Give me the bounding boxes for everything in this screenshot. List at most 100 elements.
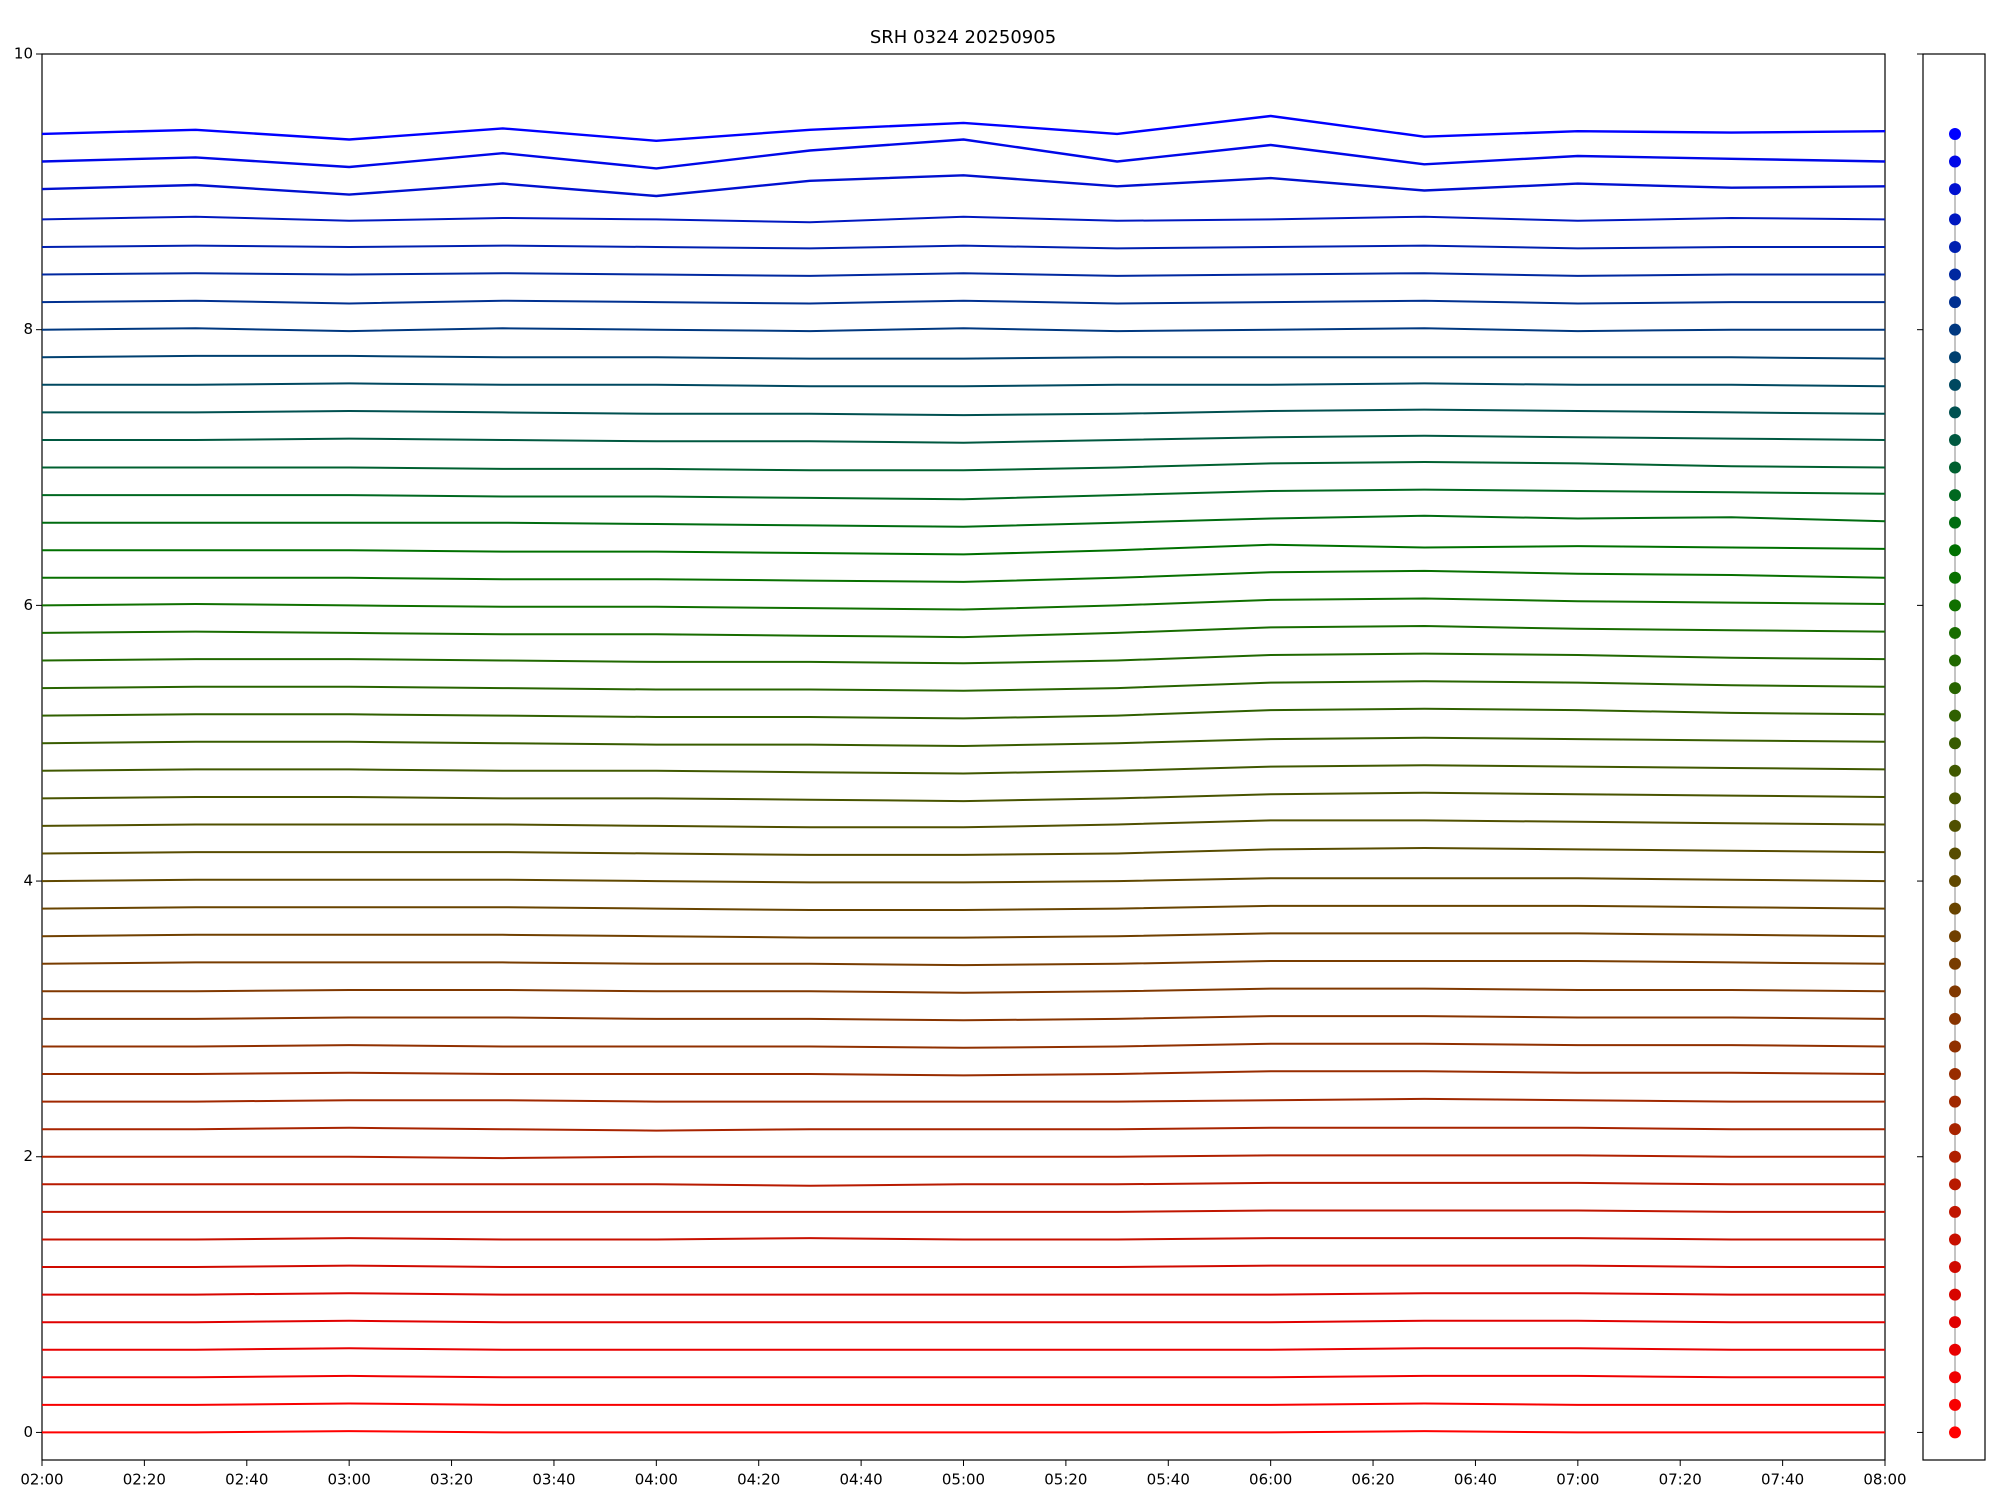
x-tick-label: 06:20 bbox=[1351, 1471, 1394, 1489]
channel-dot bbox=[1949, 599, 1961, 612]
channel-dot bbox=[1949, 1316, 1961, 1329]
trace bbox=[41, 215, 1886, 224]
channel-dot bbox=[1949, 1233, 1961, 1246]
channel-dot bbox=[1949, 709, 1961, 722]
trace bbox=[41, 354, 1886, 360]
trace bbox=[42, 1402, 1885, 1406]
trace bbox=[42, 461, 1886, 472]
channel-dot bbox=[1949, 378, 1961, 391]
channel-dot bbox=[1949, 571, 1961, 584]
channel-dot bbox=[1949, 155, 1961, 168]
trace bbox=[42, 408, 1886, 417]
trace bbox=[41, 625, 1886, 639]
chart-title: SRH 0324 20250905 bbox=[870, 27, 1056, 48]
channel-dot bbox=[1949, 847, 1961, 860]
trace bbox=[42, 569, 1886, 583]
channel-dot bbox=[1949, 819, 1961, 832]
trace bbox=[42, 1209, 1885, 1213]
trace bbox=[41, 707, 1886, 720]
channel-dot bbox=[1949, 737, 1961, 750]
channel-dot bbox=[1949, 127, 1961, 140]
x-tick-label: 03:00 bbox=[328, 1471, 371, 1489]
channel-dot bbox=[1949, 351, 1961, 364]
channel-dot bbox=[1949, 957, 1961, 970]
channel-dot bbox=[1949, 764, 1961, 777]
trace bbox=[42, 1126, 1885, 1132]
channel-dot bbox=[1949, 1095, 1961, 1108]
y-tick-label: 6 bbox=[23, 596, 33, 614]
x-tick-label: 02:40 bbox=[225, 1471, 268, 1489]
channel-dot bbox=[1949, 183, 1961, 196]
channel-dot bbox=[1949, 1398, 1961, 1411]
y-tick-label: 2 bbox=[23, 1147, 33, 1165]
channel-dot bbox=[1949, 875, 1961, 888]
y-tick-label: 10 bbox=[14, 45, 33, 63]
trace bbox=[41, 736, 1886, 747]
trace bbox=[41, 114, 1886, 143]
trace bbox=[42, 1264, 1885, 1268]
channel-dot bbox=[1949, 1426, 1961, 1439]
trace bbox=[41, 932, 1886, 939]
trace bbox=[42, 434, 1886, 444]
channel-dot bbox=[1949, 682, 1961, 695]
channel-dot bbox=[1949, 406, 1961, 419]
channel-dot bbox=[1949, 516, 1961, 529]
x-tick-label: 05:40 bbox=[1147, 1471, 1190, 1489]
trace bbox=[41, 652, 1886, 665]
channel-dot bbox=[1949, 1343, 1961, 1356]
y-tick-label: 4 bbox=[23, 872, 33, 890]
trace bbox=[41, 764, 1886, 775]
trace bbox=[42, 1070, 1886, 1077]
x-tick-label: 05:20 bbox=[1044, 1471, 1087, 1489]
x-tick-label: 02:00 bbox=[20, 1471, 63, 1489]
channel-dot bbox=[1949, 1123, 1961, 1136]
y-tick-label: 0 bbox=[23, 1423, 33, 1441]
channel-dot bbox=[1949, 544, 1961, 557]
trace bbox=[41, 877, 1886, 884]
plot-frame bbox=[41, 53, 1886, 1461]
trace bbox=[41, 680, 1886, 692]
trace bbox=[41, 847, 1886, 856]
channel-dot bbox=[1949, 1371, 1961, 1384]
x-tick-label: 08:00 bbox=[1863, 1471, 1906, 1489]
trace bbox=[42, 1015, 1886, 1022]
channel-dot bbox=[1949, 323, 1961, 336]
x-tick-label: 02:20 bbox=[123, 1471, 166, 1489]
x-tick-label: 07:40 bbox=[1761, 1471, 1804, 1489]
trace bbox=[42, 488, 1886, 501]
trace bbox=[42, 1292, 1885, 1296]
trace bbox=[41, 791, 1886, 803]
trace bbox=[41, 597, 1886, 611]
channel-dot bbox=[1949, 654, 1961, 667]
trace bbox=[41, 327, 1885, 333]
channel-dot bbox=[1949, 902, 1961, 915]
trace bbox=[41, 272, 1885, 277]
trace bbox=[42, 1154, 1885, 1160]
channel-dot bbox=[1949, 1012, 1961, 1025]
channel-dot bbox=[1949, 1068, 1961, 1081]
trace bbox=[42, 1237, 1885, 1241]
x-tick-label: 05:00 bbox=[942, 1471, 985, 1489]
trace bbox=[41, 299, 1885, 305]
channel-dot bbox=[1949, 792, 1961, 805]
x-tick-label: 07:00 bbox=[1556, 1471, 1599, 1489]
trace bbox=[41, 138, 1886, 170]
x-tick-label: 04:00 bbox=[635, 1471, 678, 1489]
trace bbox=[42, 1319, 1885, 1324]
trace bbox=[42, 382, 1886, 388]
trace bbox=[41, 960, 1886, 967]
channel-dot bbox=[1949, 1288, 1961, 1301]
side-panel-frame bbox=[1922, 53, 1986, 1461]
channel-dot bbox=[1949, 1150, 1961, 1163]
trace bbox=[42, 514, 1886, 528]
trace bbox=[42, 1347, 1885, 1351]
channel-dot bbox=[1949, 985, 1961, 998]
trace bbox=[42, 1097, 1885, 1103]
trace bbox=[42, 1430, 1885, 1434]
trace bbox=[42, 987, 1886, 994]
channel-dot bbox=[1949, 461, 1961, 474]
channel-dot bbox=[1949, 1261, 1961, 1274]
channel-dot bbox=[1949, 930, 1961, 943]
x-tick-label: 07:20 bbox=[1659, 1471, 1702, 1489]
